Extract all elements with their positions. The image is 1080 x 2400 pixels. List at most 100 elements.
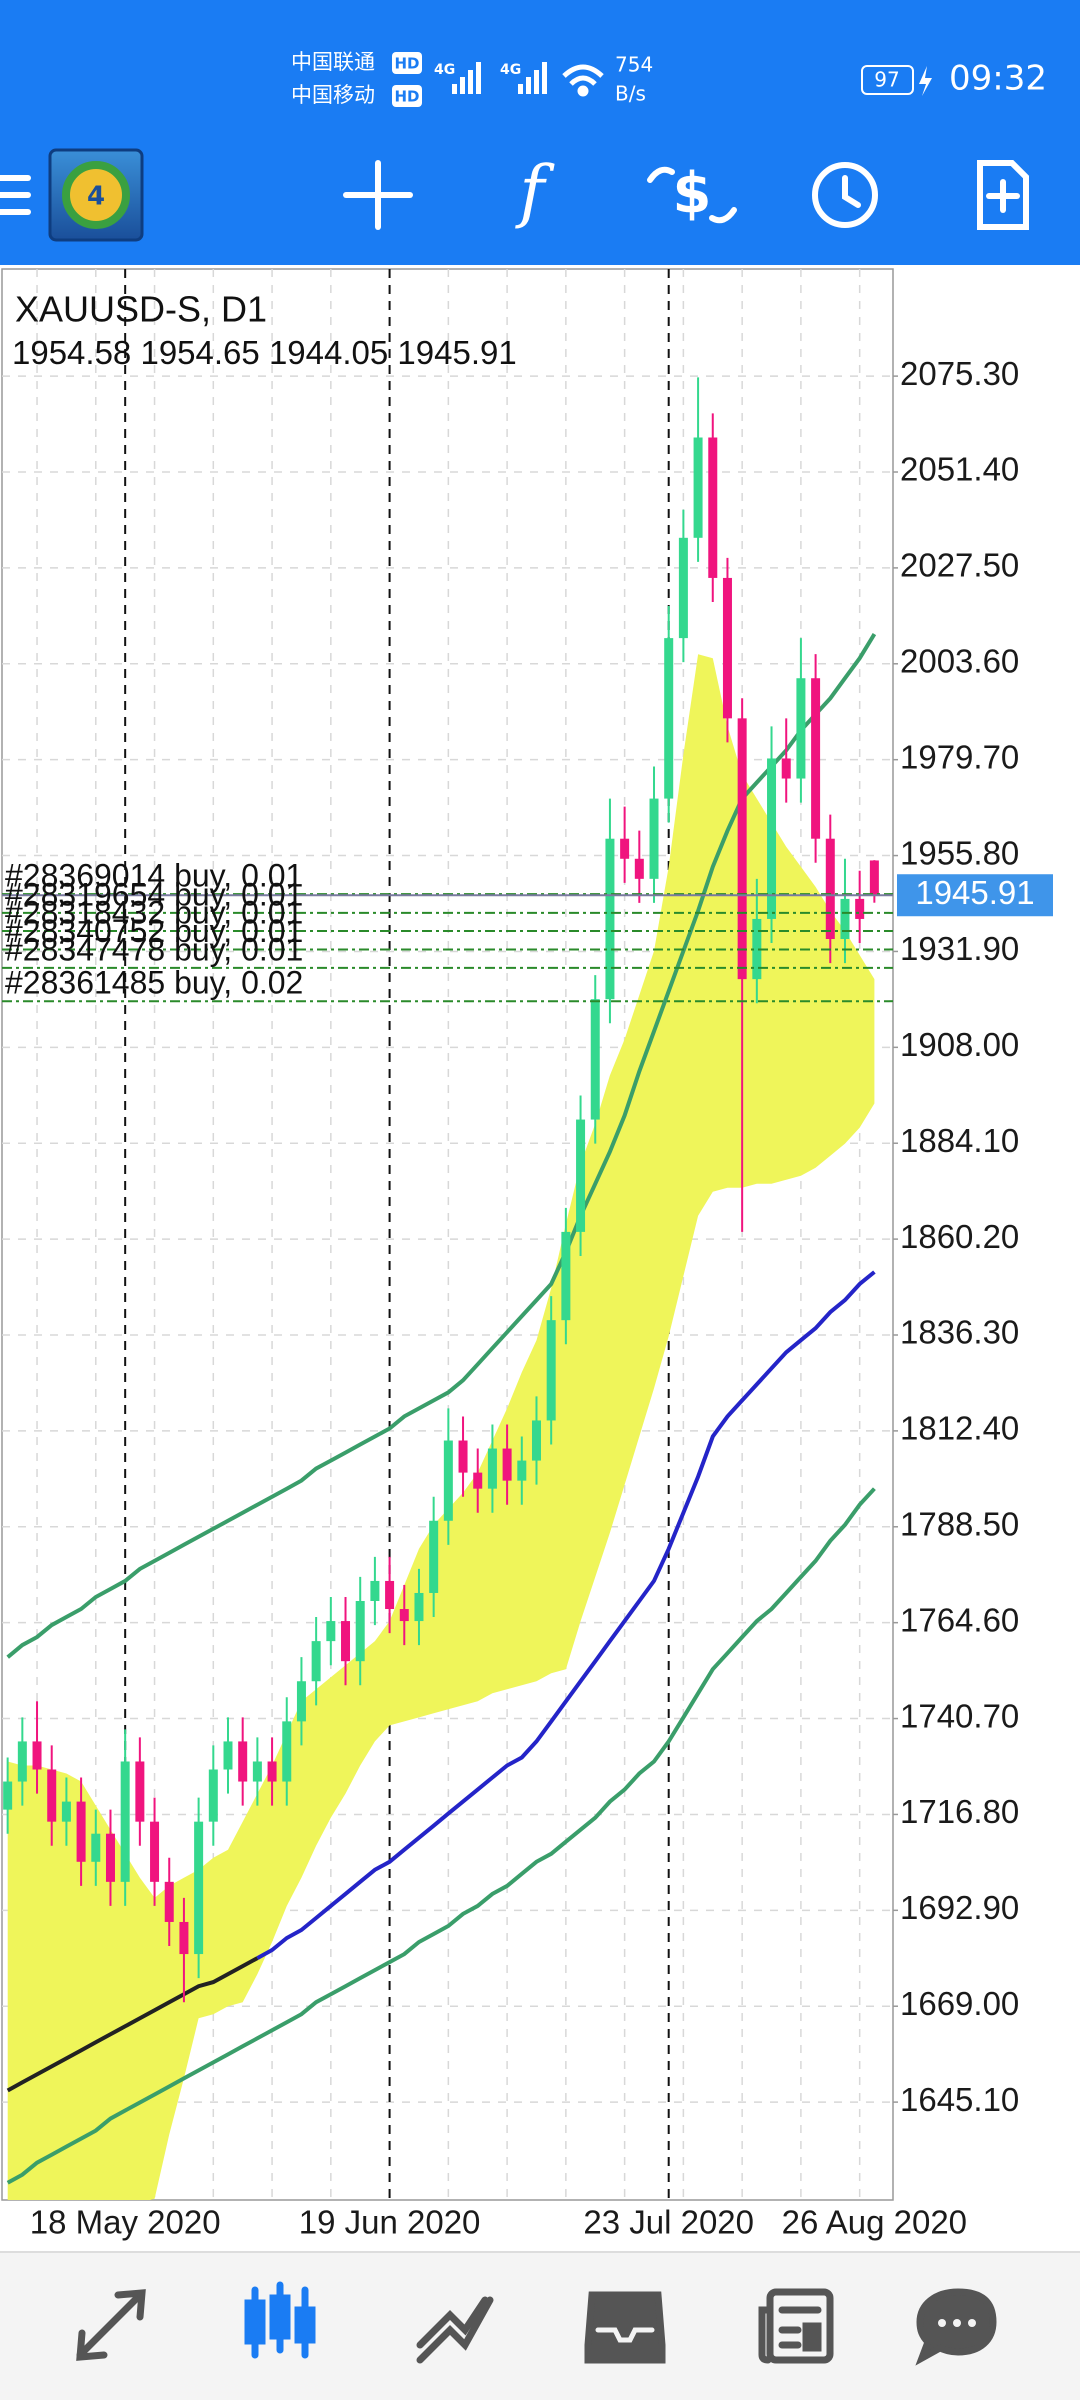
candle-body xyxy=(722,577,732,719)
y-tick-label: 1669.00 xyxy=(900,1985,1019,2022)
candle-body xyxy=(355,1601,365,1662)
candle-body xyxy=(458,1440,468,1473)
bottom-nav xyxy=(0,2252,1080,2400)
candle-body xyxy=(326,1621,336,1642)
order-label: #28340752 buy, 0.01 xyxy=(5,913,303,949)
axes: 2075.30 2051.40 2027.50 2003.60 1979.70 1955.… xyxy=(5,355,1053,2241)
carrier: 中国联通 xyxy=(291,50,375,74)
plot xyxy=(2,269,893,2200)
signal xyxy=(518,62,547,94)
header xyxy=(0,0,1080,265)
order-label: #28318432 buy, 0.01 xyxy=(5,894,303,930)
ohlc-low: 1944.05 xyxy=(269,334,388,371)
crosshair-button[interactable] xyxy=(343,160,413,230)
y-tick-label: 2051.40 xyxy=(900,451,1019,488)
candle-body xyxy=(590,999,600,1120)
y-tick-label: 1740.70 xyxy=(900,1697,1019,1734)
y-tick-label: 1955.80 xyxy=(900,834,1019,871)
candle-body xyxy=(855,898,865,919)
candle-body xyxy=(429,1520,439,1593)
speed: 754 xyxy=(615,53,653,77)
hd-badge xyxy=(392,52,422,74)
y-tick-label: 1812.40 xyxy=(900,1410,1019,1447)
candle-body xyxy=(678,537,688,639)
candle-body xyxy=(561,1231,571,1321)
period-button[interactable] xyxy=(812,162,878,228)
menu-button[interactable] xyxy=(0,175,31,215)
history-tab[interactable] xyxy=(584,2291,666,2364)
indicator-line xyxy=(6,633,877,1659)
candle-body xyxy=(208,1769,218,1822)
candle-body xyxy=(649,798,659,879)
y-tick-label: 2027.50 xyxy=(900,547,1019,584)
candle-body xyxy=(385,1580,395,1610)
hd-label: HD xyxy=(394,55,419,73)
candle-body xyxy=(752,918,762,980)
y-tick-label: 2075.30 xyxy=(900,355,1019,392)
candle-body xyxy=(825,838,835,940)
app-logo[interactable]: 4 xyxy=(48,148,144,242)
candle-body xyxy=(17,1741,27,1782)
y-tick-label: 1908.00 xyxy=(900,1026,1019,1063)
y-tick-label: 1645.10 xyxy=(900,2081,1019,2118)
quotes-tab[interactable] xyxy=(76,2289,146,2361)
candle-body xyxy=(620,838,630,859)
status-bar: 中国联通 中国移动 HD HD 4G 4G 754 B/s 97 09:32 xyxy=(291,50,1047,107)
y-tick-label: 1692.90 xyxy=(900,1889,1019,1926)
candle-body xyxy=(664,638,674,799)
candle-body xyxy=(473,1472,483,1489)
y-tick-label: 1979.70 xyxy=(900,738,1019,775)
chart-title: XAUUSD-S, D1 xyxy=(15,289,267,330)
candle-body xyxy=(517,1460,527,1481)
hd-badge xyxy=(392,85,422,107)
y-tick-label: 1884.10 xyxy=(900,1122,1019,1159)
candle-body xyxy=(840,898,850,940)
candle-body xyxy=(605,838,615,1000)
candle-body xyxy=(150,1821,160,1882)
candle-body xyxy=(869,860,879,896)
order-label: #28319654 buy, 0.01 xyxy=(5,876,303,912)
candle-body xyxy=(767,758,777,919)
candle-body xyxy=(311,1641,321,1682)
y-tick-label: 2003.60 xyxy=(900,643,1019,680)
news-tab[interactable] xyxy=(758,2288,834,2364)
network: 4G xyxy=(500,62,521,78)
candle-body xyxy=(796,678,806,779)
candle-body xyxy=(47,1769,57,1822)
candle-body xyxy=(634,858,644,879)
new-order-button[interactable] xyxy=(977,160,1029,230)
order-label: #28347478 buy, 0.01 xyxy=(5,931,303,967)
candle-body xyxy=(693,437,703,538)
signal xyxy=(452,62,481,94)
candle-body xyxy=(3,1781,13,1810)
chat-tab[interactable] xyxy=(915,2288,997,2366)
candle-body xyxy=(120,1761,130,1882)
candle-body xyxy=(781,758,791,779)
candle-body xyxy=(576,1119,586,1232)
trade-tab[interactable] xyxy=(416,2296,494,2364)
candle-body xyxy=(737,718,747,980)
trade-button[interactable]: $ xyxy=(647,161,737,226)
y-tick-label: 1860.20 xyxy=(900,1218,1019,1255)
svg-text:4: 4 xyxy=(87,182,105,212)
indicator-line xyxy=(6,1956,259,2093)
chart-tab[interactable] xyxy=(244,2281,316,2359)
order-label: #28361485 buy, 0.02 xyxy=(5,965,303,1001)
x-tick-label: 19 Jun 2020 xyxy=(299,2204,481,2241)
candle-body xyxy=(487,1448,497,1489)
candle-body xyxy=(531,1420,541,1461)
candle-body xyxy=(443,1440,453,1521)
candle-body xyxy=(502,1448,512,1481)
candle-body xyxy=(370,1580,380,1602)
battery-level: 97 xyxy=(874,68,899,92)
candle-body xyxy=(708,437,718,578)
battery xyxy=(861,65,914,95)
x-tick-label: 23 Jul 2020 xyxy=(583,2204,754,2241)
charging xyxy=(919,66,932,96)
y-tick-label: 1788.50 xyxy=(900,1505,1019,1542)
candle-body xyxy=(179,1921,189,1955)
carrier: 中国移动 xyxy=(291,83,375,107)
candle-body xyxy=(341,1621,351,1662)
candle-body xyxy=(61,1801,71,1822)
